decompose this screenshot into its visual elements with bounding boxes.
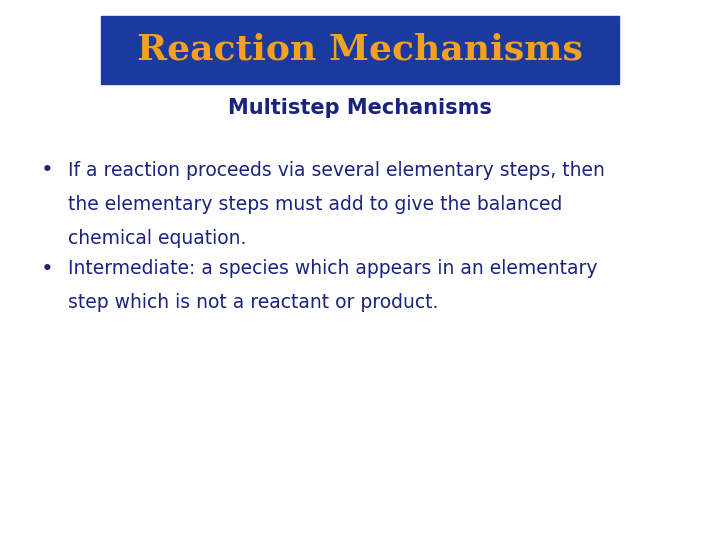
Text: If a reaction proceeds via several elementary steps, then: If a reaction proceeds via several eleme…: [68, 160, 606, 180]
Text: step which is not a reactant or product.: step which is not a reactant or product.: [68, 293, 438, 312]
Text: Intermediate: a species which appears in an elementary: Intermediate: a species which appears in…: [68, 259, 598, 278]
Text: Multistep Mechanisms: Multistep Mechanisms: [228, 98, 492, 118]
Text: •: •: [40, 160, 53, 180]
Text: •: •: [40, 259, 53, 279]
Text: the elementary steps must add to give the balanced: the elementary steps must add to give th…: [68, 194, 563, 214]
Text: chemical equation.: chemical equation.: [68, 228, 247, 248]
Text: Reaction Mechanisms: Reaction Mechanisms: [137, 33, 583, 67]
FancyBboxPatch shape: [101, 16, 619, 84]
